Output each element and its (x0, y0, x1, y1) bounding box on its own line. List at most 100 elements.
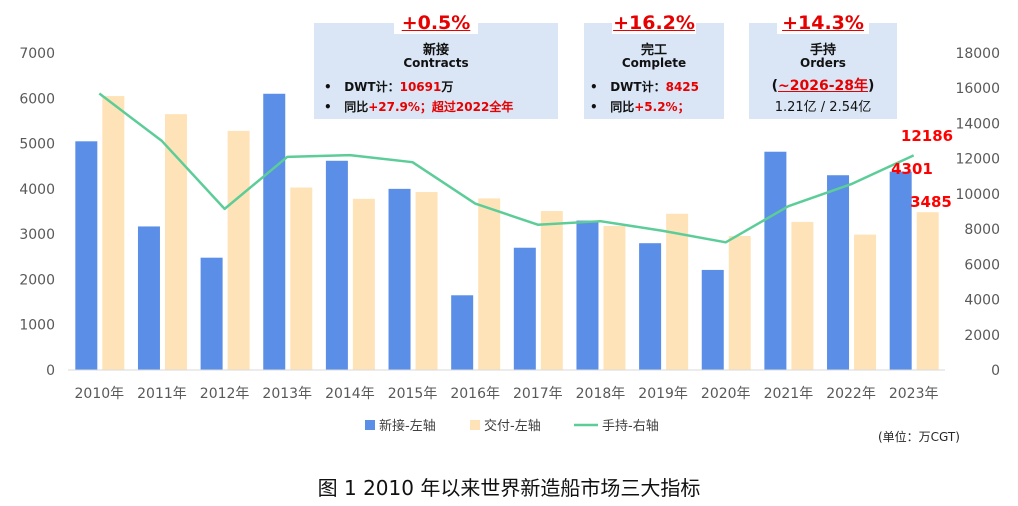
bar-complete (102, 96, 125, 371)
x-tick-label: 2017年 (513, 386, 563, 402)
orders-period-line: (~2026-28年) (749, 75, 897, 95)
right-tick-label: 14000 (955, 116, 1000, 132)
bar-contracts (451, 295, 474, 370)
left-tick-label: 5000 (19, 137, 55, 153)
contracts-box: +0.5% 新接 Contracts • DWT计：10691万 • 同比+27… (314, 12, 558, 119)
contracts-yoy-value: +27.9%；超过2022全年 (368, 100, 514, 114)
legend-swatch-complete (470, 420, 480, 430)
bar-complete (415, 192, 438, 370)
x-tick-label: 2011年 (137, 386, 187, 402)
bar-complete (352, 198, 375, 370)
bars (75, 93, 939, 371)
bar-contracts (889, 171, 912, 370)
bar-contracts (576, 220, 599, 370)
bar-contracts (263, 93, 286, 370)
x-tick-label: 2013年 (262, 386, 312, 402)
figure-caption: 图 1 2010 年以来世界新造船市场三大指标 (318, 476, 701, 500)
contracts-line1: • DWT计：10691万 (324, 78, 453, 95)
bullet: • (324, 80, 332, 94)
x-tick-label: 2021年 (764, 386, 814, 402)
contracts-dwt-label: DWT计： (344, 80, 400, 94)
complete-line2: • 同比+5.2%； (590, 98, 690, 115)
left-tick-label: 0 (46, 363, 55, 379)
right-tick-label: 6000 (964, 257, 1000, 273)
bar-complete (164, 114, 187, 370)
bar-contracts (827, 175, 850, 370)
orders-paren-close: ) (868, 78, 875, 94)
contracts-dwt-suffix: 万 (441, 80, 454, 94)
bar-complete (666, 213, 689, 370)
complete-en: Complete (621, 56, 687, 70)
complete-line1: • DWT计：8425 (590, 78, 699, 95)
x-tick-label: 2018年 (576, 386, 626, 402)
contracts-dwt-value: 10691 (399, 80, 442, 94)
bar-complete (728, 235, 751, 370)
orders-box: +14.3% 手持 Orders (~2026-28年) 1.21亿 / 2.5… (749, 12, 897, 119)
bar-complete (603, 225, 626, 370)
legend-swatch-contracts (365, 420, 375, 430)
right-tick-label: 2000 (964, 328, 1000, 344)
bar-complete (290, 187, 313, 370)
complete-zh: 完工 (640, 43, 667, 58)
left-tick-label: 2000 (19, 272, 55, 288)
complete-yoy-label: 同比 (610, 100, 635, 114)
complete-dwt-value: 8425 (665, 80, 700, 94)
line-orders (98, 92, 915, 244)
orders-paren-open: ( (771, 78, 778, 94)
left-tick-label: 3000 (19, 227, 55, 243)
bar-contracts (75, 141, 98, 370)
x-tick-label: 2012年 (200, 386, 250, 402)
bar-contracts (325, 160, 348, 370)
right-axis: 0 2000 4000 6000 8000 10000 12000 14000 16000 180… (955, 46, 1000, 379)
label-contracts-2023: 4301 (891, 160, 933, 178)
x-tick-label: 2020年 (701, 386, 751, 402)
bar-contracts (388, 188, 411, 370)
x-tick-label: 2022年 (826, 386, 876, 402)
legend-label-orders: 手持-右轴 (602, 419, 659, 434)
bar-contracts (639, 243, 662, 370)
left-tick-label: 4000 (19, 182, 55, 198)
bar-contracts (701, 269, 724, 370)
contracts-en: Contracts (403, 56, 469, 70)
right-tick-label: 12000 (955, 152, 1000, 168)
bar-complete (791, 221, 814, 370)
bullet: • (590, 100, 598, 114)
orders-line2: 1.21亿 / 2.54亿 (774, 100, 872, 115)
label-complete-2023: 3485 (910, 193, 952, 211)
left-tick-label: 6000 (19, 91, 55, 107)
legend-label-complete: 交付-左轴 (484, 418, 541, 434)
right-tick-label: 8000 (964, 222, 1000, 238)
bar-complete (540, 211, 563, 370)
bar-contracts (200, 257, 223, 370)
orders-line (98, 92, 915, 244)
left-axis: 0 1000 2000 3000 4000 5000 6000 7000 (19, 46, 55, 379)
right-tick-label: 10000 (955, 187, 1000, 203)
legend: 新接-左轴 交付-左轴 手持-右轴 (365, 418, 659, 434)
unit-label: (单位：万CGT) (878, 429, 960, 444)
x-tick-label: 2019年 (638, 386, 688, 402)
bar-complete (478, 198, 501, 370)
label-orders-2023: 12186 (901, 127, 953, 145)
right-tick-label: 16000 (955, 81, 1000, 97)
x-tick-label: 2014年 (325, 386, 375, 402)
orders-pct: +14.3% (777, 12, 869, 34)
orders-en: Orders (800, 56, 846, 70)
bar-complete (916, 212, 939, 370)
bar-complete (227, 130, 250, 370)
x-tick-label: 2010年 (75, 386, 125, 402)
bullet: • (590, 80, 598, 94)
x-tick-label: 2015年 (388, 386, 438, 402)
complete-box: +16.2% 完工 Complete • DWT计：8425 • 同比+5.2%… (584, 12, 724, 119)
contracts-line2: • 同比+27.9%；超过2022全年 (324, 98, 513, 115)
complete-pct: +16.2% (612, 12, 696, 34)
left-tick-label: 7000 (19, 46, 55, 62)
bullet: • (324, 100, 332, 114)
complete-yoy-value: +5.2%； (634, 100, 690, 114)
data-labels: 12186 4301 3485 (891, 127, 953, 211)
bar-contracts (513, 247, 536, 370)
contracts-pct: +0.5% (394, 12, 478, 34)
right-tick-label: 18000 (955, 46, 1000, 62)
complete-dwt-label: DWT计： (610, 80, 666, 94)
contracts-yoy-label: 同比 (344, 100, 369, 114)
